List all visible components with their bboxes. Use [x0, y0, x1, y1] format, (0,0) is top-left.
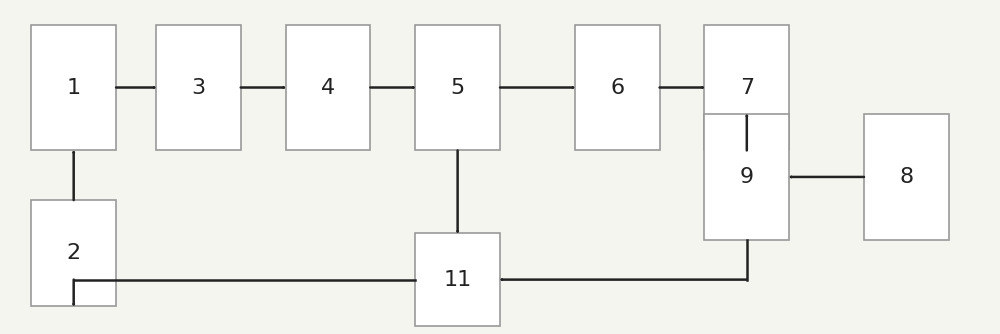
Text: 8: 8 — [899, 167, 913, 187]
Text: 4: 4 — [321, 77, 335, 98]
Text: 3: 3 — [191, 77, 205, 98]
Text: 11: 11 — [443, 270, 472, 290]
Bar — [31, 200, 116, 306]
Bar — [156, 25, 241, 150]
Bar — [415, 25, 500, 150]
Bar — [415, 233, 500, 326]
Bar — [704, 25, 789, 150]
Bar — [704, 114, 789, 240]
Text: 7: 7 — [740, 77, 754, 98]
Bar — [864, 114, 949, 240]
Bar — [575, 25, 660, 150]
Text: 9: 9 — [740, 167, 754, 187]
Text: 2: 2 — [67, 243, 81, 263]
Text: 6: 6 — [610, 77, 624, 98]
Bar — [31, 25, 116, 150]
Text: 1: 1 — [67, 77, 81, 98]
Text: 5: 5 — [450, 77, 465, 98]
Bar — [286, 25, 370, 150]
